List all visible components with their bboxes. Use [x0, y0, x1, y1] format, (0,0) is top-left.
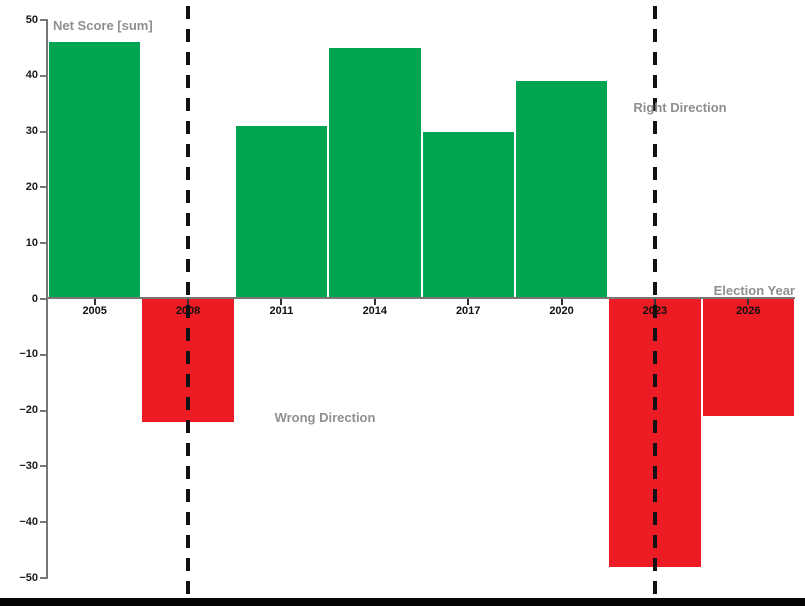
bottom-black-bar — [0, 598, 805, 606]
y-tick — [40, 242, 46, 245]
y-tick — [40, 130, 46, 133]
bar-2017 — [422, 131, 514, 299]
y-tick-label: 50 — [25, 13, 38, 26]
annotation-wrong-direction: Wrong Direction — [274, 410, 376, 425]
x-tick-label: 2020 — [549, 305, 574, 317]
y-tick-label: −30 — [19, 459, 38, 472]
y-tick — [40, 353, 46, 356]
x-tick-label: 2014 — [362, 305, 388, 317]
y-tick-label: 30 — [25, 125, 38, 138]
x-tick — [653, 299, 656, 305]
annotation-right-direction: Right Direction — [633, 100, 727, 115]
x-tick — [560, 299, 563, 305]
y-tick-label: 10 — [25, 236, 38, 249]
x-tick-label: 2017 — [455, 305, 481, 317]
y-tick — [40, 298, 46, 300]
x-tick — [373, 299, 376, 305]
y-tick-label: 20 — [25, 180, 38, 193]
y-tick — [40, 521, 46, 524]
y-axis-line — [46, 19, 48, 579]
x-axis-title: Election Year — [713, 283, 795, 298]
y-tick-label: −40 — [19, 515, 38, 528]
y-tick — [40, 19, 46, 21]
x-tick — [467, 299, 470, 305]
x-axis-line — [46, 297, 795, 299]
y-tick — [40, 577, 46, 579]
y-tick — [40, 409, 46, 412]
x-tick — [187, 299, 190, 305]
x-tick — [93, 299, 96, 305]
y-tick-label: 0 — [31, 292, 38, 305]
x-tick-label: 2011 — [269, 305, 294, 317]
y-tick — [40, 74, 46, 77]
y-tick-label: −20 — [19, 404, 38, 417]
y-tick-label: −50 — [19, 571, 38, 584]
bar-2026 — [702, 299, 794, 417]
x-tick-label: 2005 — [82, 305, 107, 317]
bar-2005 — [49, 42, 141, 299]
y-tick-label: −10 — [19, 348, 38, 361]
y-tick — [40, 465, 46, 468]
x-tick — [280, 299, 283, 305]
y-tick — [40, 186, 46, 189]
bar-2020 — [515, 81, 608, 299]
y-tick-label: 40 — [25, 69, 38, 82]
bar-2011 — [235, 126, 328, 299]
x-tick-label: 2008 — [175, 305, 201, 317]
x-tick-label: 2023 — [642, 305, 668, 317]
x-tick — [747, 299, 750, 305]
bar-2014 — [329, 47, 421, 299]
x-tick-label: 2026 — [736, 305, 761, 317]
chart-title: Net Score [sum] — [53, 18, 153, 33]
